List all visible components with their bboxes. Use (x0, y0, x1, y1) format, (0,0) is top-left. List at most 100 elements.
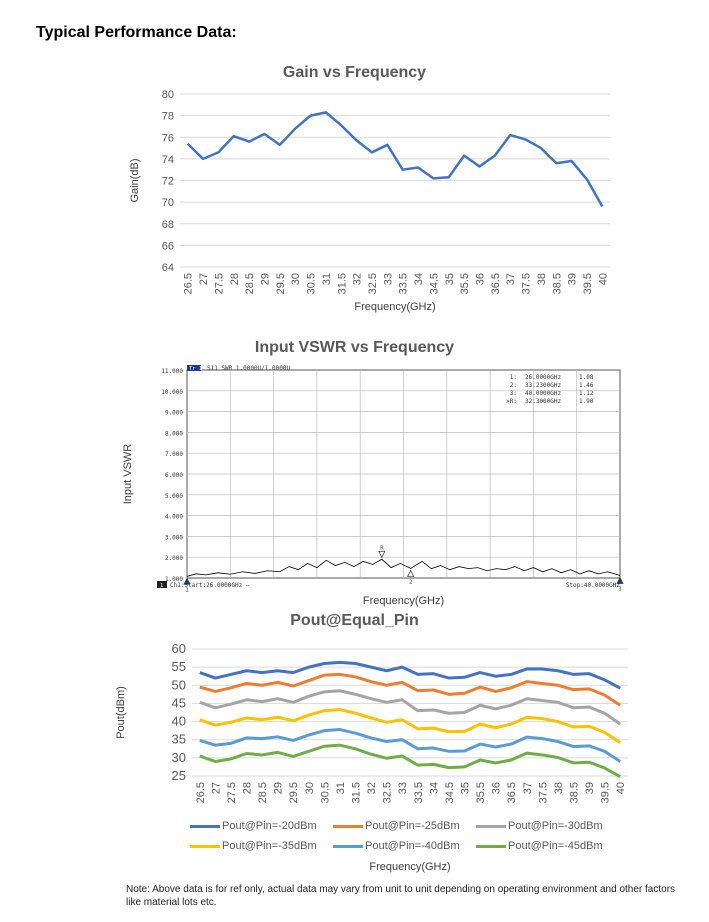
x-tick-label: 38 (536, 273, 548, 285)
y-tick-label: 7.000 (165, 451, 183, 458)
y-tick-label: 40 (172, 714, 186, 729)
marker-freq: 33.2300GHz (525, 382, 562, 389)
channel-tag-box (157, 581, 167, 588)
x-tick-label: 33.5 (413, 782, 425, 803)
x-tick-label: 30 (290, 273, 302, 285)
series-line-4 (199, 708, 622, 744)
x-tick-label: 37.5 (521, 273, 533, 294)
marker-label: 2 (409, 579, 412, 585)
y-tick-label: 35 (172, 732, 186, 747)
legend-label: Pout@Pin=-40dBm (365, 840, 460, 852)
legend-swatch (190, 844, 220, 848)
x-tick-label: 33 (397, 782, 409, 794)
y-tick-label: 6.000 (165, 472, 183, 479)
x-tick-label: 31.5 (351, 782, 363, 803)
y-tick-label: 72 (162, 176, 174, 188)
x-tick-label: 35 (460, 782, 472, 794)
x-tick-label: 36.5 (490, 273, 502, 294)
x-axis-label: Frequency(GHz) (363, 595, 444, 607)
marker-value: 1.46 (579, 382, 594, 389)
legend-item: Pout@Pin=-35dBm (190, 840, 317, 852)
legend-swatch (190, 824, 220, 828)
series-line-5 (199, 728, 622, 763)
legend-label: Pout@Pin=-20dBm (222, 820, 317, 832)
x-tick-label: 34 (413, 273, 425, 285)
marker-freq: 26.0000GHz (525, 374, 562, 381)
trace-tag: Tr 1 (189, 366, 202, 372)
x-tick-label: 29.5 (275, 273, 287, 294)
legend-swatch (333, 824, 363, 828)
x-tick-label: 40 (597, 273, 609, 285)
x-tick-label: 31 (335, 782, 347, 794)
y-tick-label: 10.000 (161, 389, 183, 396)
x-tick-label: 33 (382, 273, 394, 285)
x-tick-label: 37 (505, 273, 517, 285)
x-tick-label: 36 (474, 273, 486, 285)
x-tick-label: 29 (259, 273, 271, 285)
y-tick-label: 3.000 (165, 534, 183, 541)
x-tick-label: 32 (366, 782, 378, 794)
legend-swatch (333, 844, 363, 848)
x-tick-label: 31 (321, 273, 333, 285)
series-line-1 (186, 111, 604, 208)
gain-chart-title: Gain vs Frequency (282, 64, 427, 81)
marker-value: 1.90 (579, 398, 594, 405)
legend-label: Pout@Pin=-25dBm (365, 820, 460, 832)
y-tick-label: 64 (162, 262, 174, 274)
x-tick-label: 32 (352, 273, 364, 285)
marker-label: R (380, 545, 384, 551)
x-axis-label: Frequency(GHz) (354, 301, 435, 313)
y-tick-label: 76 (162, 132, 174, 144)
analyzer-header: S11 SWR 1.0000U/1.0000U (207, 365, 290, 372)
legend-item: Pout@Pin=-45dBm (476, 840, 603, 852)
legend-item: Pout@Pin=-25dBm (333, 820, 460, 832)
x-tick-label: 38.5 (551, 273, 563, 294)
x-tick-label: 30.5 (319, 782, 331, 803)
x-tick-label: 32.5 (382, 782, 394, 803)
legend-item: Pout@Pin=-30dBm (476, 820, 603, 832)
series-line-1 (199, 660, 621, 690)
x-tick-label: 39 (567, 273, 579, 285)
x-tick-label: 37 (522, 782, 534, 794)
y-tick-label: 78 (162, 111, 174, 123)
y-tick-label: 9.000 (165, 410, 183, 417)
marker-triangle (616, 576, 624, 584)
x-tick-label: 28 (229, 273, 241, 285)
x-tick-label: 28 (242, 782, 254, 794)
series-line-6 (199, 743, 621, 779)
y-tick-label: 74 (162, 154, 174, 166)
x-tick-label: 35 (444, 273, 456, 285)
vswr-trace (186, 558, 621, 577)
y-tick-label: 66 (162, 240, 174, 252)
y-tick-label: 50 (172, 677, 186, 692)
x-tick-label: 38.5 (569, 782, 581, 803)
legend-item: Pout@Pin=-20dBm (190, 820, 317, 832)
start-label: Ch1:Start:26.0000GHz — (170, 582, 250, 589)
x-tick-label: 29 (273, 782, 285, 794)
x-tick-label: 27.5 (226, 782, 238, 803)
x-tick-label: 34.5 (444, 782, 456, 803)
vswr-chart: 1.000 2.000 3.000 4.000 5.000 6.000 7.000 8.000… (122, 365, 624, 607)
x-tick-label: 27 (198, 273, 210, 285)
vswr-chart-title: Input VSWR vs Frequency (254, 339, 455, 356)
y-tick-label: 2.000 (165, 555, 183, 562)
x-tick-label: 39 (584, 782, 596, 794)
y-tick-label: 1.000 (165, 576, 183, 583)
gain-chart: 64 66 68 70 72 74 76 78 80 26.5 27 27.5 28 28.5 29 29.5… (129, 89, 610, 313)
x-tick-label: 38 (553, 782, 565, 794)
x-tick-label: 39.5 (600, 782, 612, 803)
legend-label: Pout@Pin=-45dBm (508, 840, 603, 852)
y-tick-label: 70 (162, 197, 174, 209)
x-tick-label: 28.5 (244, 273, 256, 294)
marker-id: >R: (506, 398, 517, 405)
x-tick-label: 35.5 (475, 782, 487, 803)
x-tick-label: 28.5 (257, 782, 269, 803)
x-tick-label: 37.5 (537, 782, 549, 803)
y-tick-label: 11.000 (161, 368, 183, 375)
series-line-3 (199, 689, 622, 726)
x-axis-label: Frequency(GHz) (369, 861, 450, 873)
x-tick-label: 27.5 (213, 273, 225, 294)
x-tick-label: 34.5 (428, 273, 440, 294)
x-tick-label: 39.5 (582, 273, 594, 294)
legend-label: Pout@Pin=-30dBm (508, 820, 603, 832)
